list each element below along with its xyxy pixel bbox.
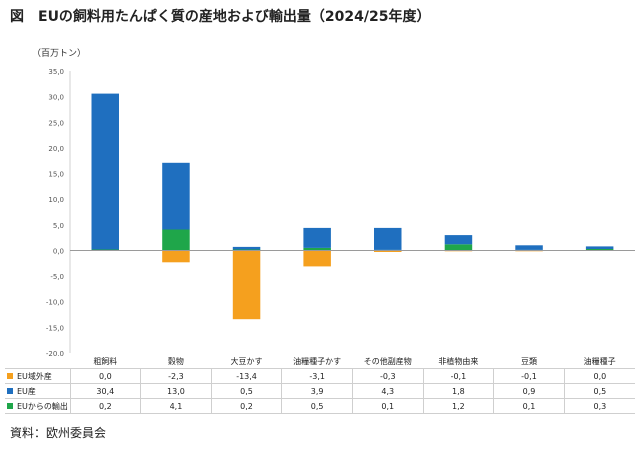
y-tick-label: 15,0 bbox=[48, 171, 64, 179]
bar-segment bbox=[585, 248, 614, 251]
data-value: 1,2 bbox=[422, 398, 494, 414]
data-value: -0,1 bbox=[422, 368, 494, 384]
data-value: 0,2 bbox=[210, 398, 282, 414]
bar-segment bbox=[585, 246, 614, 249]
y-tick-label: -10,0 bbox=[46, 299, 64, 307]
legend-entry: EU産 bbox=[5, 383, 71, 399]
category-label: 油糧種子 bbox=[564, 354, 635, 369]
data-table-row: EUからの輸出 0,2 4,1 0,2 0,5 0,1 1,2 0,1 0,3 bbox=[5, 398, 635, 414]
bar-segment bbox=[91, 93, 119, 250]
y-tick-label: 10,0 bbox=[48, 196, 64, 204]
category-label: 穀物 bbox=[140, 354, 212, 369]
bar-segment bbox=[303, 250, 331, 267]
legend-swatch bbox=[7, 373, 13, 379]
bar-segment bbox=[303, 247, 331, 251]
data-value: 0,5 bbox=[281, 398, 353, 414]
data-value: 0,2 bbox=[69, 398, 141, 414]
bar-segment bbox=[91, 249, 119, 251]
data-value: -2,3 bbox=[140, 368, 212, 384]
bar-segment bbox=[374, 227, 402, 250]
bar-segment bbox=[444, 244, 473, 251]
data-table-corner bbox=[5, 354, 71, 369]
data-value: 3,9 bbox=[281, 383, 353, 399]
data-table-row: EU域外産 0,0 -2,3 -13,4 -3,1 -0,3 -0,1 -0,1 0,0 bbox=[5, 368, 635, 384]
data-value: 0,3 bbox=[563, 398, 635, 414]
data-value: 0,1 bbox=[351, 398, 424, 414]
bar-segment bbox=[232, 250, 261, 320]
data-value: 0,5 bbox=[210, 383, 282, 399]
data-table-header-row: 粗飼料 穀物 大豆かす 油糧種子かす その他副産物 非植物由来 豆類 油糧種子 bbox=[5, 354, 635, 369]
bar-segment bbox=[232, 249, 261, 251]
data-value: 0,0 bbox=[69, 368, 141, 384]
series-name: EU域外産 bbox=[17, 371, 52, 381]
bar-segment bbox=[374, 250, 402, 252]
category-label: 非植物由来 bbox=[423, 354, 494, 369]
category-label: 豆類 bbox=[493, 354, 565, 369]
y-tick-label: 30,0 bbox=[48, 94, 64, 102]
legend-swatch bbox=[7, 388, 13, 394]
series-name: EUからの輸出 bbox=[17, 401, 68, 411]
data-table: 粗飼料 穀物 大豆かす 油糧種子かす その他副産物 非植物由来 豆類 油糧種子 EU域外産 0,0… bbox=[5, 354, 635, 414]
y-tick-label: 0,0 bbox=[53, 247, 64, 255]
data-value: 0,0 bbox=[563, 368, 635, 384]
source-note: 資料：欧州委員会 bbox=[10, 426, 107, 440]
stacked-bar-chart: 35,0 30,0 25,0 20,0 15,0 10,0 5,0 0,0 -5,0 -10,0 -… bbox=[46, 68, 635, 356]
bar-segment bbox=[444, 235, 473, 245]
data-value: -0,3 bbox=[351, 368, 424, 384]
series-name: EU産 bbox=[17, 386, 36, 396]
y-tick-label: -15,0 bbox=[46, 324, 64, 332]
category-label: 粗飼料 bbox=[70, 354, 141, 369]
legend-swatch bbox=[7, 403, 13, 409]
data-value: 4,3 bbox=[351, 383, 424, 399]
y-tick-label: -5,0 bbox=[50, 273, 64, 281]
y-tick-label: -20,0 bbox=[46, 350, 64, 356]
data-value: 0,5 bbox=[563, 383, 635, 399]
legend-entry: EU域外産 bbox=[5, 368, 71, 384]
data-value: -0,1 bbox=[493, 368, 565, 384]
legend-entry: EUからの輸出 bbox=[5, 398, 71, 414]
bar-segment bbox=[232, 246, 261, 250]
data-table-row: EU産 30,4 13,0 0,5 3,9 4,3 1,8 0,9 0,5 bbox=[5, 383, 635, 399]
bar-segment bbox=[162, 250, 190, 263]
data-value: 30,4 bbox=[69, 383, 141, 399]
y-tick-label: 35,0 bbox=[48, 68, 64, 76]
y-tick-label: 20,0 bbox=[48, 145, 64, 153]
bar-segment bbox=[162, 229, 190, 251]
bar-segment bbox=[515, 245, 543, 250]
bar-segment bbox=[162, 162, 190, 230]
data-value: -13,4 bbox=[210, 368, 282, 384]
y-axis-unit: （百万トン） bbox=[32, 49, 87, 59]
bar-segment bbox=[303, 227, 331, 248]
y-tick-label: 5,0 bbox=[53, 222, 64, 230]
data-value: 1,8 bbox=[422, 383, 494, 399]
data-value: -3,1 bbox=[281, 368, 353, 384]
category-label: 油糧種子かす bbox=[281, 354, 353, 369]
y-tick-label: 25,0 bbox=[48, 119, 64, 127]
category-label: その他副産物 bbox=[352, 354, 424, 369]
data-value: 0,1 bbox=[493, 398, 565, 414]
data-value: 0,9 bbox=[493, 383, 565, 399]
chart-title: 図 EUの飼料用たんぱく質の産地および輸出量（2024/25年度） bbox=[10, 9, 431, 25]
data-value: 13,0 bbox=[140, 383, 212, 399]
category-label: 大豆かす bbox=[211, 354, 282, 369]
data-value: 4,1 bbox=[140, 398, 212, 414]
